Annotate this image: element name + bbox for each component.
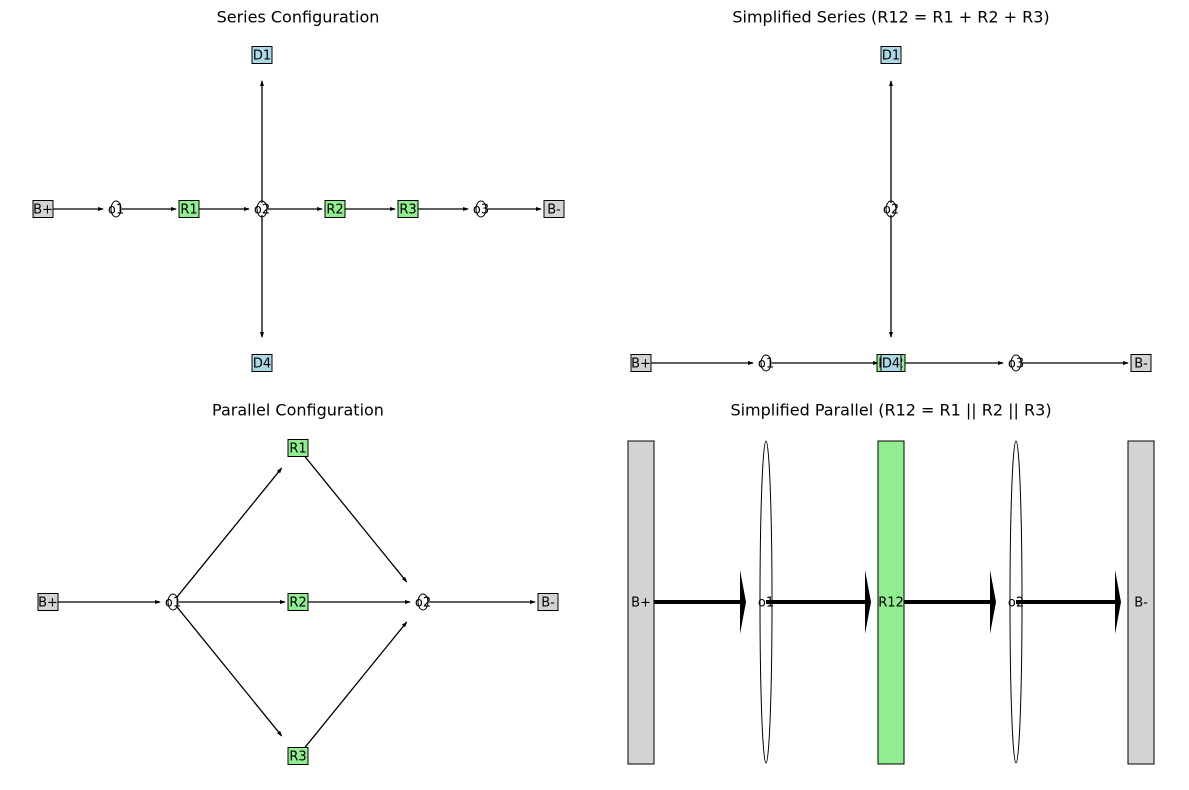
component-box	[32, 200, 54, 218]
component-box	[880, 46, 902, 64]
node-label: R2	[289, 596, 306, 611]
node-label: o2	[883, 203, 899, 218]
edge	[176, 467, 283, 598]
arrow-head	[990, 570, 996, 634]
component-box	[630, 354, 652, 372]
arrow-head	[740, 570, 746, 634]
node-label: B-	[1134, 357, 1148, 372]
component-box	[287, 439, 309, 457]
junction	[256, 200, 268, 218]
edge	[176, 606, 283, 737]
component-box	[543, 200, 565, 218]
junction	[417, 593, 429, 611]
component-box	[37, 593, 59, 611]
node-label: R1	[180, 203, 197, 218]
panel-title: Parallel Configuration	[212, 401, 384, 420]
junction	[1009, 440, 1023, 764]
node-label: o1	[165, 596, 181, 611]
panel-title: Series Configuration	[217, 8, 380, 27]
junction	[759, 440, 773, 764]
node-label: B+	[631, 357, 651, 372]
node-label: o2	[254, 203, 270, 218]
node-label: o2	[415, 596, 431, 611]
arrow-head	[865, 570, 871, 634]
node-label: o3	[473, 203, 489, 218]
node-label: o1	[758, 357, 774, 372]
node-label: B-	[1134, 596, 1148, 611]
node-label: o1	[758, 596, 774, 611]
node-label: R12	[878, 596, 904, 611]
node-label: B+	[33, 203, 53, 218]
component-box	[178, 200, 200, 218]
node-label: D4	[253, 357, 271, 372]
node-label: D1	[253, 49, 271, 64]
component-box	[287, 593, 309, 611]
panel-title: Simplified Parallel (R12 = R1 || R2 || R…	[730, 401, 1051, 420]
junction	[110, 200, 122, 218]
component-box	[537, 593, 559, 611]
component-box	[1130, 354, 1152, 372]
junction	[760, 354, 772, 372]
component-box	[251, 354, 273, 372]
node-label: R2	[326, 203, 343, 218]
arrow-head	[1115, 570, 1121, 634]
component-box	[877, 440, 905, 765]
node-label: o3	[1008, 357, 1024, 372]
node-label: D4	[882, 357, 900, 372]
component-box	[324, 200, 346, 218]
panel-title: Simplified Series (R12 = R1 + R2 + R3)	[732, 8, 1049, 27]
component-box	[627, 440, 655, 765]
component-box	[397, 200, 419, 218]
node-label: o2	[1008, 596, 1024, 611]
node-label: D1	[882, 49, 900, 64]
junction	[885, 200, 897, 218]
junction	[475, 200, 487, 218]
junction	[1010, 354, 1022, 372]
edge	[301, 621, 408, 752]
node-label: B+	[631, 596, 651, 611]
component-box	[287, 747, 309, 765]
node-label: R3	[289, 750, 306, 765]
edge	[301, 452, 408, 583]
component-box	[1127, 440, 1155, 765]
node-label: B-	[541, 596, 555, 611]
component-box	[251, 46, 273, 64]
node-label: B+	[38, 596, 58, 611]
node-label: R3	[399, 203, 416, 218]
component-box	[880, 354, 902, 372]
junction	[167, 593, 179, 611]
node-label: o1	[108, 203, 124, 218]
node-label: B-	[547, 203, 561, 218]
node-label: R1	[289, 442, 306, 457]
